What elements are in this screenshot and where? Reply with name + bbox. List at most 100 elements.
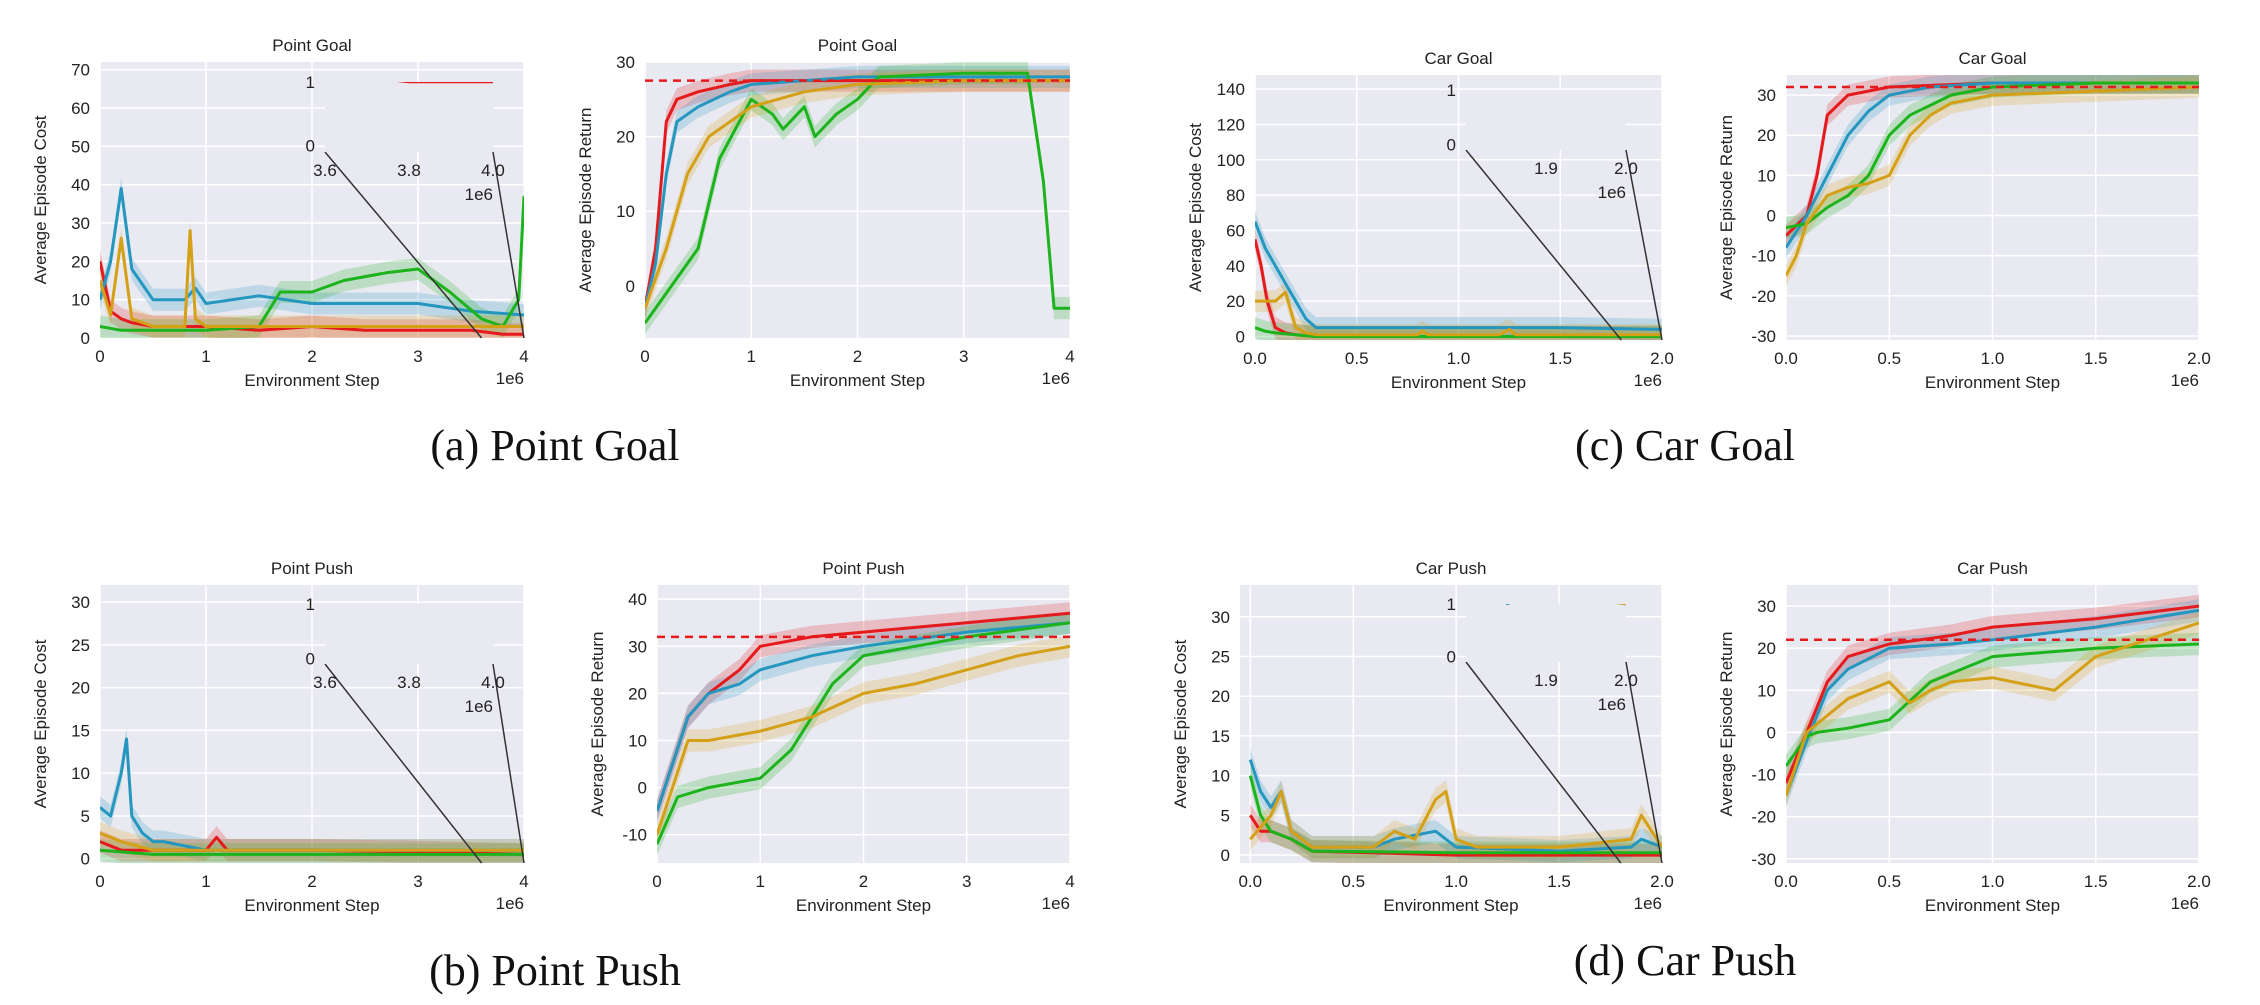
y-tick-label: -30 bbox=[1751, 327, 1776, 346]
series-band-gold bbox=[1786, 76, 2199, 287]
x-tick-label: 0.5 bbox=[1345, 349, 1369, 368]
caption-title: Car Goal bbox=[1635, 421, 1795, 470]
x-tick-label: 2.0 bbox=[2187, 349, 2211, 368]
x-offset-label: 1e6 bbox=[1042, 369, 1070, 388]
y-axis-label: Average Episode Return bbox=[588, 632, 607, 817]
caption-label: (b) bbox=[429, 946, 480, 995]
x-tick-label: 1 bbox=[747, 347, 756, 366]
y-tick-label: 30 bbox=[1211, 608, 1230, 627]
x-tick-label: 1.0 bbox=[1447, 349, 1471, 368]
x-axis-label: Environment Step bbox=[1391, 373, 1526, 392]
y-tick-label: 20 bbox=[628, 684, 647, 703]
y-axis-label: Average Episode Cost bbox=[1171, 639, 1190, 808]
inset-x-tick-label: 2.0 bbox=[1614, 671, 1638, 690]
series-line-green bbox=[1255, 326, 1662, 338]
x-tick-label: 1.0 bbox=[1444, 872, 1468, 891]
inset-area bbox=[1466, 90, 1626, 150]
y-tick-label: 10 bbox=[1757, 166, 1776, 185]
x-tick-label: 4 bbox=[519, 347, 528, 366]
y-tick-label: 40 bbox=[1226, 257, 1245, 276]
y-axis-label: Average Episode Cost bbox=[31, 639, 50, 808]
caption-title: Car Push bbox=[1636, 936, 1796, 985]
inset-connector bbox=[1625, 661, 1663, 864]
inset-y-tick-label: 1 bbox=[1447, 595, 1456, 614]
x-tick-label: 1.5 bbox=[1548, 349, 1572, 368]
inset-connector bbox=[324, 151, 483, 339]
series-line-gold bbox=[1255, 290, 1662, 337]
inset-connector bbox=[492, 663, 525, 864]
y-tick-label: 20 bbox=[1226, 292, 1245, 311]
series-line-blue bbox=[100, 187, 524, 317]
inset-plot: 1.9 2.0 0 1 1e6 bbox=[1447, 81, 1663, 341]
x-axis-label: Environment Step bbox=[1925, 896, 2060, 915]
chart-panel: 0 1 2 3 4 -10 0 10 20 30 40 Point Push Environment S… bbox=[588, 559, 1075, 915]
caption-text: (c) Car Goal bbox=[1575, 421, 1795, 470]
subfigure-caption: (a) Point Goal bbox=[430, 421, 679, 470]
y-tick-label: 0 bbox=[638, 779, 647, 798]
series-band-blue bbox=[657, 611, 1070, 823]
chart-title: Car Push bbox=[1957, 559, 2028, 578]
inset-x-offset-label: 1e6 bbox=[465, 185, 493, 204]
series-line-gold bbox=[100, 229, 524, 328]
x-tick-label: 0 bbox=[652, 872, 661, 891]
series-line-blue bbox=[657, 621, 1070, 812]
y-tick-label: 15 bbox=[1211, 727, 1230, 746]
series-line-blue bbox=[1786, 608, 2199, 797]
y-tick-label: 140 bbox=[1217, 80, 1245, 99]
y-axis-label: Average Episode Return bbox=[576, 108, 595, 293]
chart-title: Point Goal bbox=[272, 36, 351, 55]
series-line-blue bbox=[1255, 221, 1662, 331]
series-line-green bbox=[1786, 81, 2199, 230]
y-tick-label: 0 bbox=[626, 277, 635, 296]
inset-y-tick-label: 0 bbox=[306, 650, 315, 669]
inset-y-tick-label: 1 bbox=[1447, 81, 1456, 100]
inset-connector bbox=[1465, 149, 1622, 341]
series-line-blue bbox=[1786, 81, 2199, 249]
chart-title: Car Goal bbox=[1958, 49, 2026, 68]
inset-y-tick-label: 0 bbox=[1447, 136, 1456, 155]
y-tick-label: -30 bbox=[1751, 850, 1776, 869]
x-offset-label: 1e6 bbox=[1042, 894, 1070, 913]
y-tick-label: 0 bbox=[1767, 207, 1776, 226]
series-group bbox=[1248, 748, 1662, 863]
x-tick-label: 0.5 bbox=[1877, 872, 1901, 891]
x-tick-label: 1.0 bbox=[1981, 872, 2005, 891]
caption-space bbox=[1625, 936, 1636, 985]
series-group bbox=[657, 602, 1070, 856]
x-axis-label: Environment Step bbox=[1925, 373, 2060, 392]
x-offset-label: 1e6 bbox=[496, 894, 524, 913]
subfigure-caption: (c) Car Goal bbox=[1575, 421, 1795, 470]
inset-area bbox=[325, 604, 493, 664]
y-tick-label: 30 bbox=[1757, 597, 1776, 616]
y-tick-label: 30 bbox=[1757, 86, 1776, 105]
inset-x-offset-label: 1e6 bbox=[1598, 183, 1626, 202]
x-tick-label: 2.0 bbox=[2187, 872, 2211, 891]
inset-x-tick-label: 3.6 bbox=[313, 673, 337, 692]
y-tick-label: 60 bbox=[1226, 221, 1245, 240]
x-offset-label: 1e6 bbox=[2171, 371, 2199, 390]
series-line-green bbox=[1248, 775, 1662, 855]
x-tick-label: 0.5 bbox=[1877, 349, 1901, 368]
chart-title: Car Push bbox=[1416, 559, 1487, 578]
inset-plot: 1.9 2.0 0 1 1e6 bbox=[1447, 595, 1663, 864]
chart-panel: 0.0 0.5 1.0 1.5 2.0 -30 -20 -10 0 10 20 30 Car Push E… bbox=[1717, 559, 2211, 915]
inset-x-tick-label: 4.0 bbox=[481, 673, 505, 692]
y-tick-label: 20 bbox=[1211, 687, 1230, 706]
series-band-gold bbox=[1786, 611, 2199, 807]
x-tick-label: 3 bbox=[962, 872, 971, 891]
x-tick-label: 4 bbox=[519, 872, 528, 891]
caption-text: (b) Point Push bbox=[429, 946, 681, 995]
x-axis-label: Environment Step bbox=[796, 896, 931, 915]
y-tick-label: 70 bbox=[71, 61, 90, 80]
x-tick-label: 3 bbox=[959, 347, 968, 366]
chart-title: Point Goal bbox=[818, 36, 897, 55]
caption-title: Point Goal bbox=[490, 421, 679, 470]
chart-panel: 0 1 2 3 4 0 10 20 30 Point Goal Environment Step Av… bbox=[576, 36, 1075, 390]
y-tick-label: 10 bbox=[1211, 767, 1230, 786]
x-tick-label: 1 bbox=[201, 872, 210, 891]
inset-plot: 3.6 3.8 4.0 0 1 1e6 bbox=[306, 73, 525, 339]
x-offset-label: 1e6 bbox=[1634, 371, 1662, 390]
